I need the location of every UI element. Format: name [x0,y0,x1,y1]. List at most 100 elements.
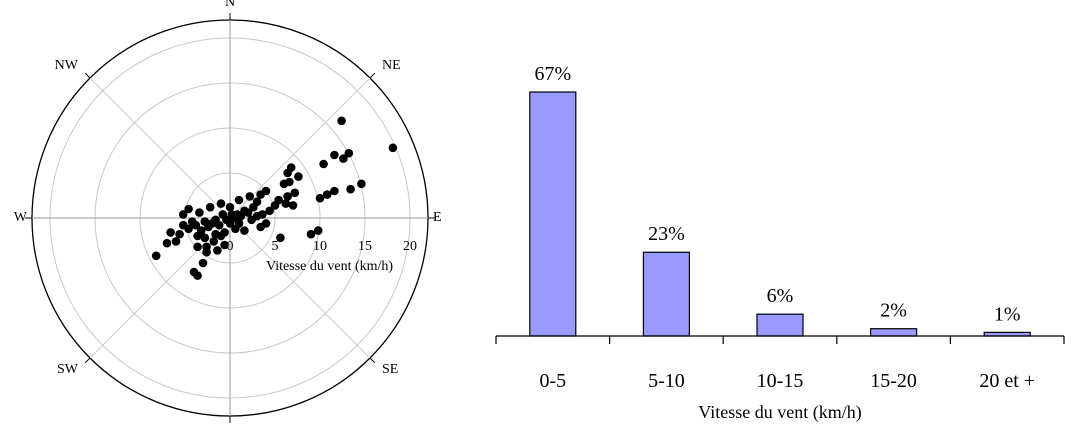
direction-label-se: SE [382,362,398,377]
radial-tick-20: 20 [403,239,417,254]
bar-15-20 [870,328,918,337]
bar-10-15 [756,313,804,337]
data-point [283,192,292,201]
bar-value-label: 23% [648,223,685,245]
data-point [313,226,323,235]
direction-label-ne: NE [382,58,401,73]
data-point [193,231,202,241]
data-point [247,215,256,225]
data-point [200,217,210,226]
direction-spokes [25,13,435,423]
data-point [213,246,222,255]
bars [529,91,1031,337]
category-label: 5-10 [648,370,685,392]
data-point [388,143,398,153]
data-point [288,201,298,210]
wind-speed-bar-chart: 67% 23% 6% 2% 1% 0-5 5-10 10-15 15-20 20 et + Vi… [495,63,1065,423]
data-point [344,148,354,158]
data-point [330,150,339,160]
bar-0-5 [529,91,577,337]
direction-label-n: N [225,0,235,10]
data-point [195,208,204,217]
data-point [220,228,229,237]
data-point [245,192,255,201]
data-point [294,172,303,181]
radial-tick-15: 15 [358,239,372,254]
spoke-tick-se [369,357,376,364]
data-point [279,179,289,189]
data-point [357,179,366,189]
data-point [193,271,202,280]
data-point [187,217,197,226]
data-point [346,184,355,194]
x-axis-label: Vitesse du vent (km/h) [698,402,861,423]
data-point [225,202,235,212]
direction-label-nw: NW [55,58,79,73]
data-point [216,199,226,208]
data-point [330,186,339,196]
data-point [202,242,211,252]
data-point [306,229,316,239]
data-point [220,240,229,250]
data-point [290,188,300,198]
data-point [178,210,188,219]
data-point [315,193,325,203]
data-point [193,242,202,252]
data-point [322,190,332,199]
x-axis [495,335,1065,344]
data-point [270,201,280,210]
direction-label-e: E [433,210,442,225]
category-label: 20 et + [979,370,1035,392]
scatter-points [151,116,398,280]
direction-labels: NNEESESSWWNW [14,0,442,377]
data-point [240,226,249,235]
category-labels: 0-5 5-10 10-15 15-20 20 et + [539,370,1035,392]
data-point [227,210,237,219]
radial-axis-label: Vitesse du vent (km/h) [266,259,393,274]
data-point [265,206,274,216]
data-point [234,219,244,228]
data-point [171,237,181,246]
data-point [166,228,175,237]
data-point [252,197,262,207]
bar-value-labels: 67% 23% 6% 2% 1% [534,63,1020,325]
data-point [256,222,265,232]
data-point [200,233,210,243]
category-label: 10-15 [757,370,804,392]
spoke-sw [89,217,231,359]
spoke-tick-sw [84,357,91,364]
radial-tick-5: 5 [272,239,279,254]
radial-tick-10: 10 [313,239,327,254]
radial-tick-labels: 0 5 10 15 20 [227,239,418,254]
data-point [198,258,208,268]
bar-value-label: 6% [767,285,794,307]
data-point [276,233,285,243]
radial-tick-0: 0 [227,239,234,254]
data-point [283,168,292,178]
data-point [162,238,172,248]
data-point [184,204,193,214]
bar-value-label: 67% [534,63,571,85]
data-point [281,199,291,208]
bar-value-label: 2% [880,300,907,322]
spoke-tick-nw [84,72,91,79]
data-point [234,195,244,205]
spoke-nw [89,77,231,219]
data-point [178,220,188,230]
category-label: 0-5 [539,370,566,392]
data-point [209,237,219,246]
data-point [256,190,265,199]
data-point [337,116,346,126]
data-point [175,229,184,239]
data-point [339,154,348,163]
data-point [211,229,220,239]
bar-5-10 [642,251,690,337]
data-point [205,202,215,212]
bar-value-label: 1% [994,303,1021,325]
category-label: 15-20 [870,370,917,392]
direction-label-w: W [14,210,28,225]
direction-label-sw: SW [57,362,79,377]
data-point [218,210,228,219]
